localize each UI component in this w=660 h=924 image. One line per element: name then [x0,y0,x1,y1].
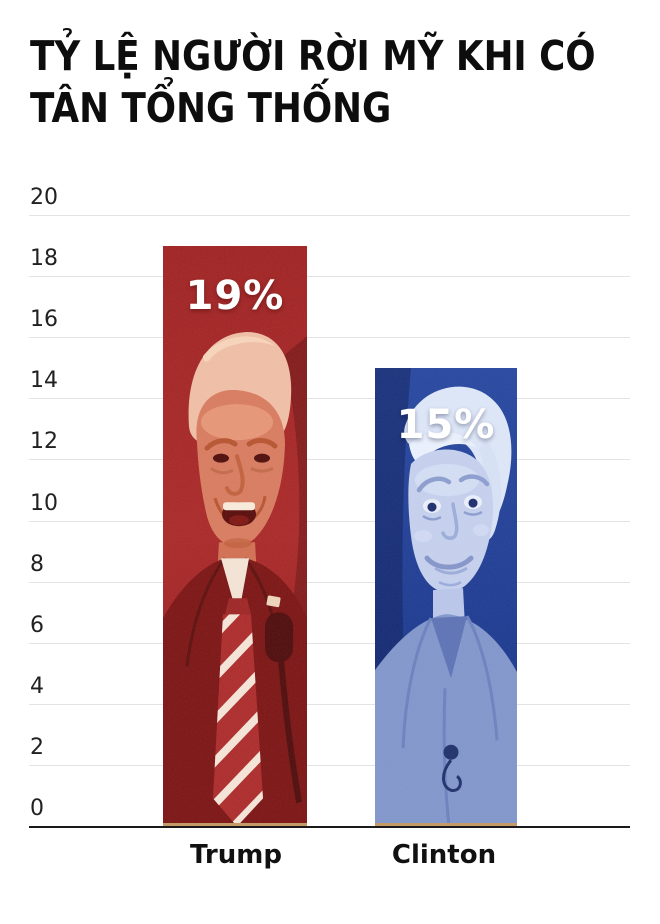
chart-title-line-2: TÂN TỔNG THỐNG [30,84,392,132]
y-tick-label: 8 [30,551,44,577]
y-tick-label: 4 [30,673,44,699]
y-tick-label: 6 [30,612,44,638]
y-tick-label: 18 [30,246,58,272]
y-tick-label: 2 [30,734,44,760]
y-tick-label: 20 [30,185,58,210]
chart-title: TỶ LỆ NGƯỜI RỜI MỸ KHI CÓ TÂN TỔNG THỐNG [30,30,596,134]
bar-baseline-strip [375,823,517,826]
gridline [29,703,630,705]
chart-title-line-1: TỶ LỆ NGƯỜI RỜI MỸ KHI CÓ [30,32,596,80]
gridline [29,459,630,461]
gridline [29,215,630,216]
y-tick-label: 14 [30,368,58,394]
y-tick-label: 12 [30,429,58,455]
y-tick-label: 0 [30,796,44,821]
gridline [29,398,630,400]
x-label-trump: Trump [190,840,282,870]
clinton-portrait-image [375,367,517,826]
x-axis-line [29,826,630,828]
gridline [29,276,630,278]
bar-value-label-clinton: 15% [396,401,496,448]
gridline [29,764,630,766]
bar-baseline-strip [163,823,307,826]
gridline [29,520,630,522]
plot-area: 20 18 16 14 12 10 8 6 4 2 0 [29,185,630,828]
x-label-clinton: Clinton [391,840,497,870]
bar-value-label-trump: 19% [185,272,285,319]
trump-portrait-image [163,245,307,826]
gridline [29,642,630,644]
y-tick-label: 10 [30,490,58,516]
bar-trump: 19% [163,245,307,826]
gridline [29,581,630,583]
gridline [29,337,630,339]
bar-clinton: 15% [375,367,517,826]
y-tick-label: 16 [30,307,58,333]
